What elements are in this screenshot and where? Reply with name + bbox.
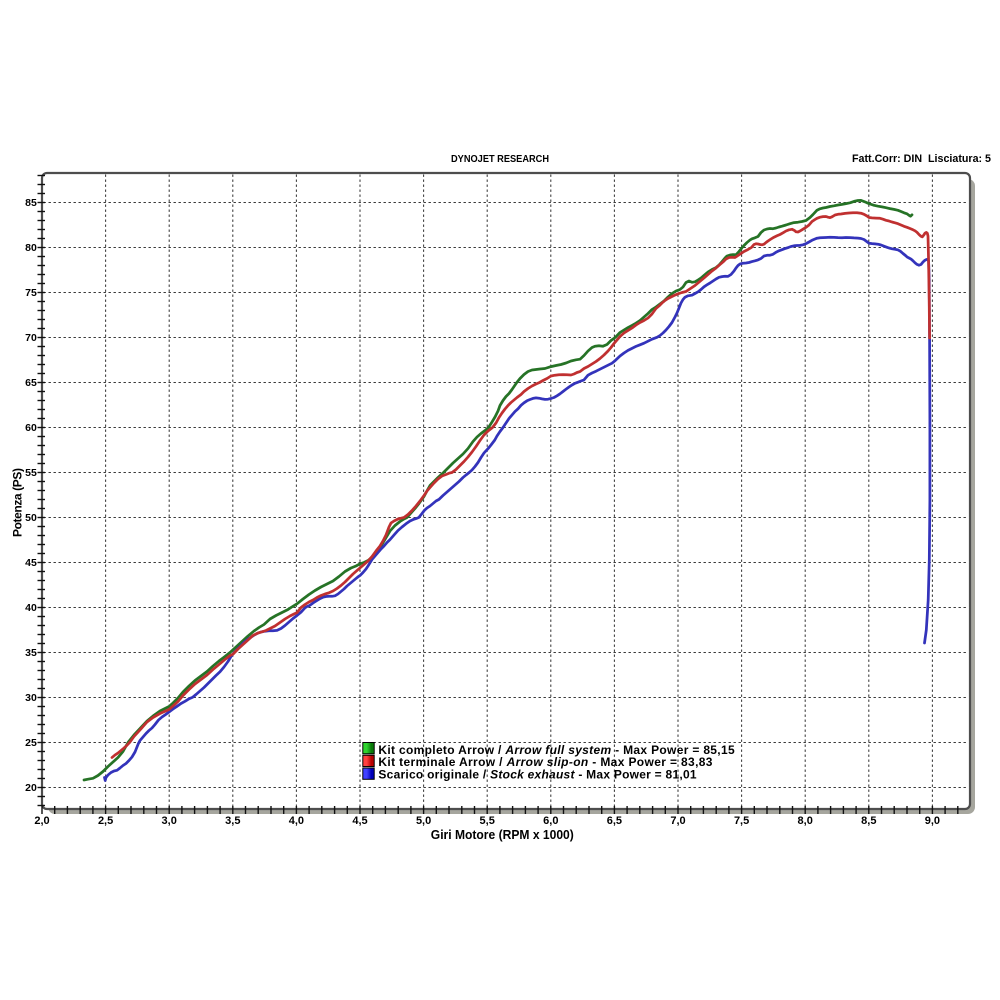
svg-text:70: 70	[25, 332, 37, 344]
svg-text:6,0: 6,0	[543, 815, 558, 827]
svg-text:25: 25	[25, 737, 37, 749]
svg-text:2,0: 2,0	[34, 815, 49, 827]
svg-text:2,5: 2,5	[98, 815, 113, 827]
svg-text:4,0: 4,0	[289, 815, 304, 827]
svg-text:Kit completo Arrow / Arrow ful: Kit completo Arrow / Arrow full system -…	[378, 743, 735, 757]
svg-text:5,5: 5,5	[480, 815, 495, 827]
svg-text:Giri Motore (RPM x 1000): Giri Motore (RPM x 1000)	[431, 827, 574, 842]
svg-text:DYNOJET RESEARCH: DYNOJET RESEARCH	[451, 153, 549, 165]
svg-text:3,5: 3,5	[225, 815, 240, 827]
svg-text:80: 80	[25, 242, 37, 254]
svg-text:30: 30	[25, 692, 37, 704]
svg-text:6,5: 6,5	[607, 815, 622, 827]
svg-text:8,5: 8,5	[861, 815, 876, 827]
svg-text:Potenza (PS): Potenza (PS)	[11, 468, 25, 537]
svg-text:45: 45	[25, 557, 37, 569]
svg-text:85: 85	[25, 197, 37, 209]
svg-text:3,0: 3,0	[162, 815, 177, 827]
svg-text:4,5: 4,5	[352, 815, 367, 827]
svg-text:55: 55	[25, 467, 37, 479]
svg-text:5,0: 5,0	[416, 815, 431, 827]
svg-text:Kit terminale Arrow / Arrow sl: Kit terminale Arrow / Arrow slip-on - Ma…	[378, 755, 712, 769]
svg-text:7,5: 7,5	[734, 815, 749, 827]
svg-text:7,0: 7,0	[670, 815, 685, 827]
svg-text:20: 20	[25, 782, 37, 794]
svg-text:50: 50	[25, 512, 37, 524]
svg-text:60: 60	[25, 422, 37, 434]
svg-text:8,0: 8,0	[798, 815, 813, 827]
svg-text:40: 40	[25, 602, 37, 614]
svg-text:75: 75	[25, 287, 37, 299]
svg-text:65: 65	[25, 377, 37, 389]
svg-text:9,0: 9,0	[925, 815, 940, 827]
svg-text:Fatt.Corr: DIN Lisciatura: 5: Fatt.Corr: DIN Lisciatura: 5	[852, 153, 991, 165]
svg-text:Scarico originale / Stock exha: Scarico originale / Stock exhaust - Max …	[378, 767, 696, 781]
svg-text:35: 35	[25, 647, 37, 659]
